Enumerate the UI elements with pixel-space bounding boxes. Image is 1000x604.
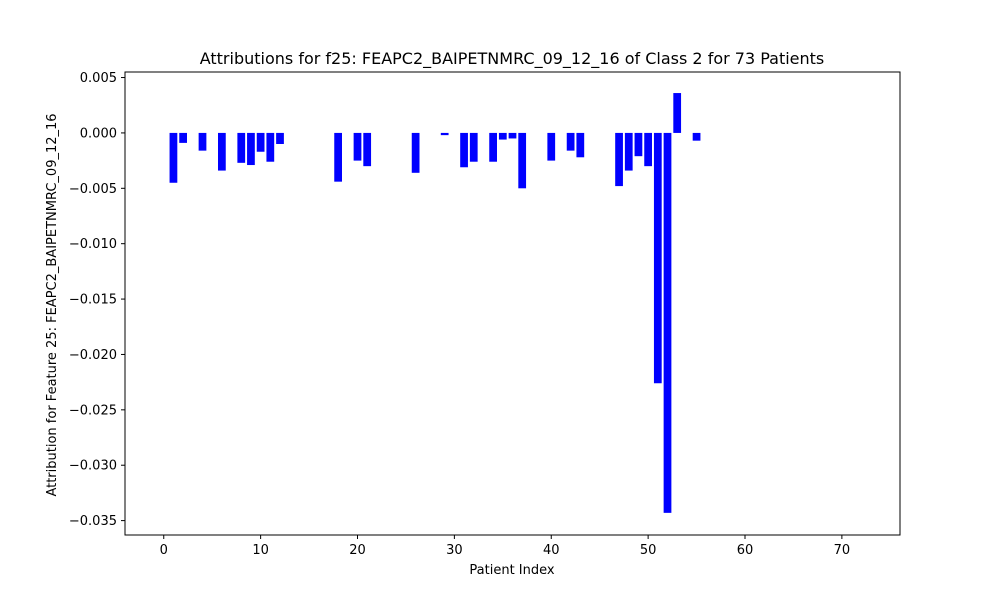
- y-tick-label: 0.000: [80, 126, 117, 141]
- bar: [256, 132, 265, 152]
- bar: [460, 132, 468, 168]
- bar: [615, 132, 623, 187]
- bar: [673, 93, 682, 133]
- y-tick-label: −0.035: [69, 514, 117, 529]
- bar: [576, 132, 585, 158]
- bar: [508, 132, 517, 139]
- bar: [237, 132, 246, 163]
- x-tick-label: 40: [543, 543, 560, 558]
- y-tick-label: −0.015: [69, 293, 117, 308]
- bar: [169, 132, 178, 183]
- x-tick-label: 50: [640, 543, 657, 558]
- plot-frame: [124, 71, 901, 536]
- bar: [334, 132, 342, 182]
- y-tick-label: −0.030: [69, 459, 117, 474]
- bar: [624, 132, 633, 171]
- bar: [498, 132, 507, 140]
- bar: [644, 132, 652, 167]
- y-tick-label: 0.005: [80, 71, 117, 86]
- bar: [653, 132, 662, 384]
- bar: [518, 132, 527, 189]
- x-tick-label: 20: [349, 543, 366, 558]
- bar: [198, 132, 207, 151]
- bar: [489, 132, 497, 162]
- bars-group: [169, 93, 701, 513]
- bar: [663, 132, 672, 513]
- bar: [363, 132, 372, 167]
- y-tick-label: −0.010: [69, 237, 117, 252]
- bar: [276, 132, 284, 144]
- bar: [566, 132, 575, 151]
- x-tick-label: 0: [160, 543, 168, 558]
- x-axis-label: Patient Index: [469, 563, 554, 578]
- y-axis-label: Attribution for Feature 25: FEAPC2_BAIPE…: [45, 113, 60, 496]
- bar: [247, 132, 255, 166]
- x-tick-label: 70: [834, 543, 851, 558]
- x-tick-label: 10: [252, 543, 269, 558]
- bar: [469, 132, 478, 162]
- bar: [440, 132, 449, 136]
- bar: [692, 132, 701, 141]
- bar: [547, 132, 556, 161]
- y-tick-label: −0.020: [69, 348, 117, 363]
- bar: [353, 132, 362, 161]
- x-tick-label: 30: [446, 543, 463, 558]
- bar: [411, 132, 420, 173]
- bar: [634, 132, 643, 157]
- bar: [266, 132, 275, 162]
- x-tick-label: 60: [737, 543, 754, 558]
- chart-title: Attributions for f25: FEAPC2_BAIPETNMRC_…: [200, 49, 825, 69]
- bar: [179, 132, 187, 143]
- bar: [218, 132, 226, 171]
- y-tick-label: −0.005: [69, 182, 117, 197]
- x-axis-ticks: 0 10 20 30 40 50 60 70: [160, 535, 851, 558]
- y-axis-ticks: −0.035 −0.030 −0.025 −0.020 −0.015 −0.010 −0.0…: [69, 71, 125, 529]
- y-tick-label: −0.025: [69, 403, 117, 418]
